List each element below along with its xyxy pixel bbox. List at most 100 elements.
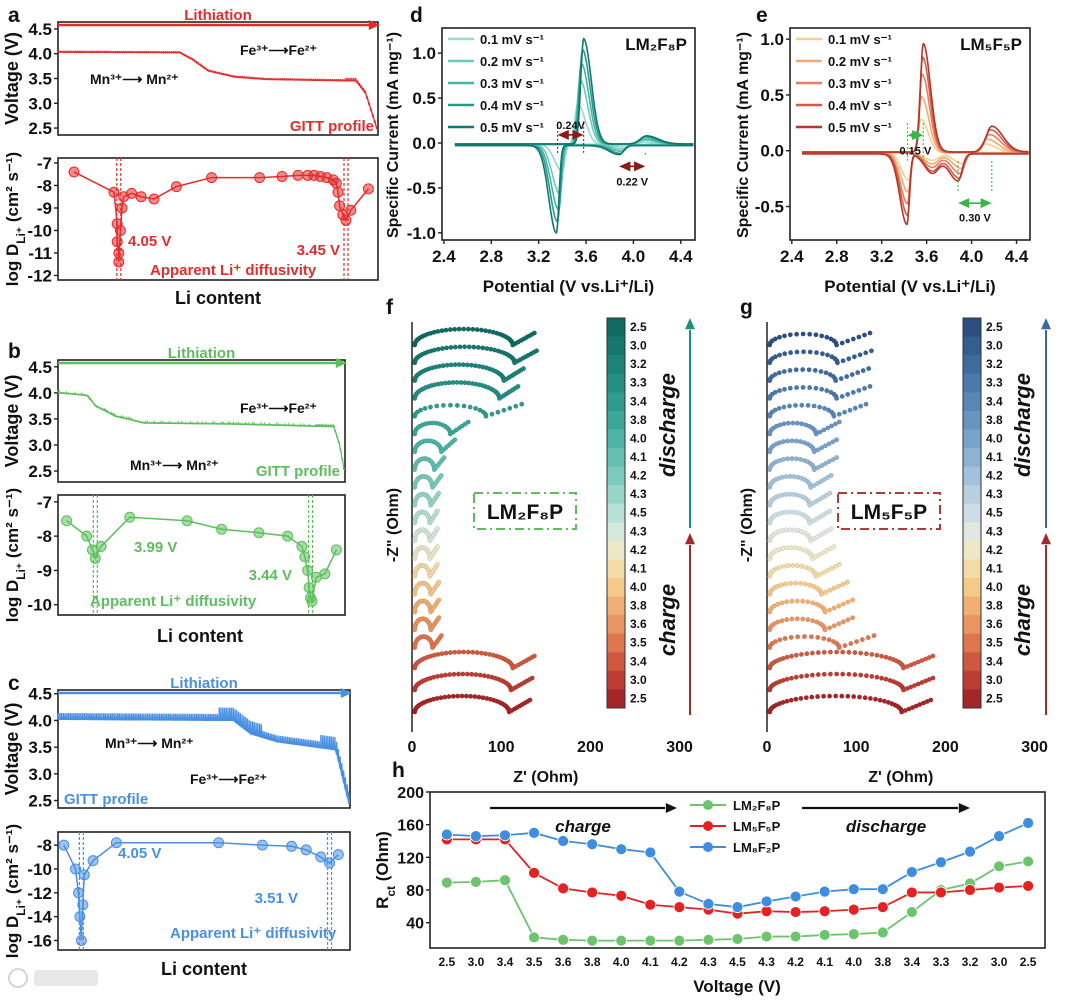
impedance-point [826, 459, 832, 465]
rct-point [1022, 817, 1035, 829]
impedance-point [810, 600, 816, 606]
colorbar-label: 3.8 [630, 599, 647, 613]
impedance-point [845, 391, 851, 397]
impedance-point [439, 346, 445, 352]
impedance-point [775, 619, 781, 625]
impedance-point [836, 621, 842, 627]
x-tick-label: 2.4 [780, 247, 804, 266]
impedance-point [465, 326, 471, 332]
x-axis-label: Z' (Ohm) [868, 769, 933, 786]
impedance-point [788, 545, 794, 551]
impedance-point [813, 332, 819, 338]
colorbar-segment [607, 336, 625, 356]
rct-point [935, 886, 947, 899]
diffusivity-point [315, 851, 327, 863]
y-tick-label: 1.0 [760, 30, 784, 49]
colorbar-label: 3.8 [630, 413, 647, 427]
ylabel-part: R [373, 897, 392, 909]
y-tick-label: 3.0 [28, 765, 52, 784]
impedance-point [835, 360, 841, 366]
compound-label-box [837, 492, 941, 530]
rct-point [470, 875, 482, 888]
impedance-point [824, 548, 830, 554]
x-tick-label: 2.5 [439, 955, 456, 969]
impedance-point [789, 598, 795, 604]
charge-label: charge [555, 817, 611, 836]
impedance-point [794, 349, 800, 355]
impedance-point [857, 352, 863, 358]
impedance-point [850, 336, 856, 342]
fe-redox-label: Fe³⁺⟶Fe²⁺ [240, 42, 317, 58]
y-tick-label: -1.0 [407, 224, 436, 243]
panel-label: a [8, 4, 20, 27]
impedance-point [781, 369, 787, 375]
colorbar-frame [962, 317, 982, 709]
x-tick-label: 4.3 [758, 955, 775, 969]
charge-label: charge [655, 584, 680, 656]
impedance-point [830, 457, 836, 463]
x-tick-label: 4.0 [845, 955, 862, 969]
impedance-point [840, 619, 846, 625]
diffusivity-point [306, 595, 318, 607]
rct-point [760, 895, 773, 908]
impedance-point [851, 354, 857, 360]
colorbar-segment [607, 503, 625, 523]
impedance-point [793, 652, 799, 658]
x-tick-label: 3.2 [527, 247, 551, 266]
y-tick-label: 3.5 [28, 70, 52, 89]
rct-point [702, 933, 715, 946]
impedance-point [477, 672, 483, 678]
impedance-point [470, 326, 476, 332]
impedance-point [863, 350, 869, 356]
impedance-point [821, 569, 827, 575]
colorbar-segment [607, 392, 625, 412]
legend-label: 0.3 mV s⁻¹ [828, 76, 892, 91]
colorbar-segment [607, 429, 625, 449]
colorbar-segment [607, 596, 625, 616]
x-tick-label: 200 [577, 739, 604, 756]
voltage-axis-label: Voltage (V) [2, 703, 22, 796]
rct-point [528, 866, 540, 879]
impedance-point [777, 334, 783, 340]
colorbar-segment [963, 578, 981, 598]
x-tick-label: 4.5 [729, 955, 746, 969]
impedance-point [776, 405, 782, 411]
rct-point [644, 846, 657, 859]
colorbar-segment [963, 670, 981, 690]
colorbar-segment [963, 336, 981, 356]
y-tick-label: -12 [27, 266, 52, 285]
impedance-point [793, 402, 799, 408]
impedance-point [790, 420, 796, 426]
panel-label: d [410, 4, 423, 27]
colorbar-label: 3.8 [986, 413, 1003, 427]
plot-frame [57, 831, 351, 951]
gitt-profile-label: GITT profile [256, 463, 340, 480]
impedance-point [844, 579, 850, 585]
x-axis-label: Voltage (V) [693, 977, 781, 996]
impedance-point [781, 404, 787, 410]
y-tick-label: -8 [37, 527, 52, 546]
ylabel-subscript: ct [384, 886, 398, 897]
impedance-point [475, 344, 481, 350]
impedance-point [800, 616, 806, 622]
impedance-point [798, 580, 804, 586]
impedance-point [811, 467, 817, 473]
voltage-axis-label: Voltage (V) [2, 32, 22, 125]
impedance-point [811, 403, 817, 409]
impedance-point [827, 546, 833, 552]
impedance-point [852, 405, 858, 411]
impedance-point [443, 650, 449, 656]
x-tick-label: 4.4 [1005, 247, 1029, 266]
impedance-point [833, 693, 839, 699]
y-tick-label: 160 [397, 818, 424, 835]
impedance-point [793, 696, 799, 702]
impedance-point [794, 616, 800, 622]
legend-label: LM₅F₅P [733, 819, 781, 834]
diffusivity-point [95, 540, 107, 552]
impedance-point [821, 693, 827, 699]
diffusivity-point [87, 855, 99, 867]
impedance-point [782, 636, 788, 642]
diffusivity-point [332, 849, 344, 861]
rct-point [644, 934, 657, 947]
impedance-point [825, 352, 831, 358]
